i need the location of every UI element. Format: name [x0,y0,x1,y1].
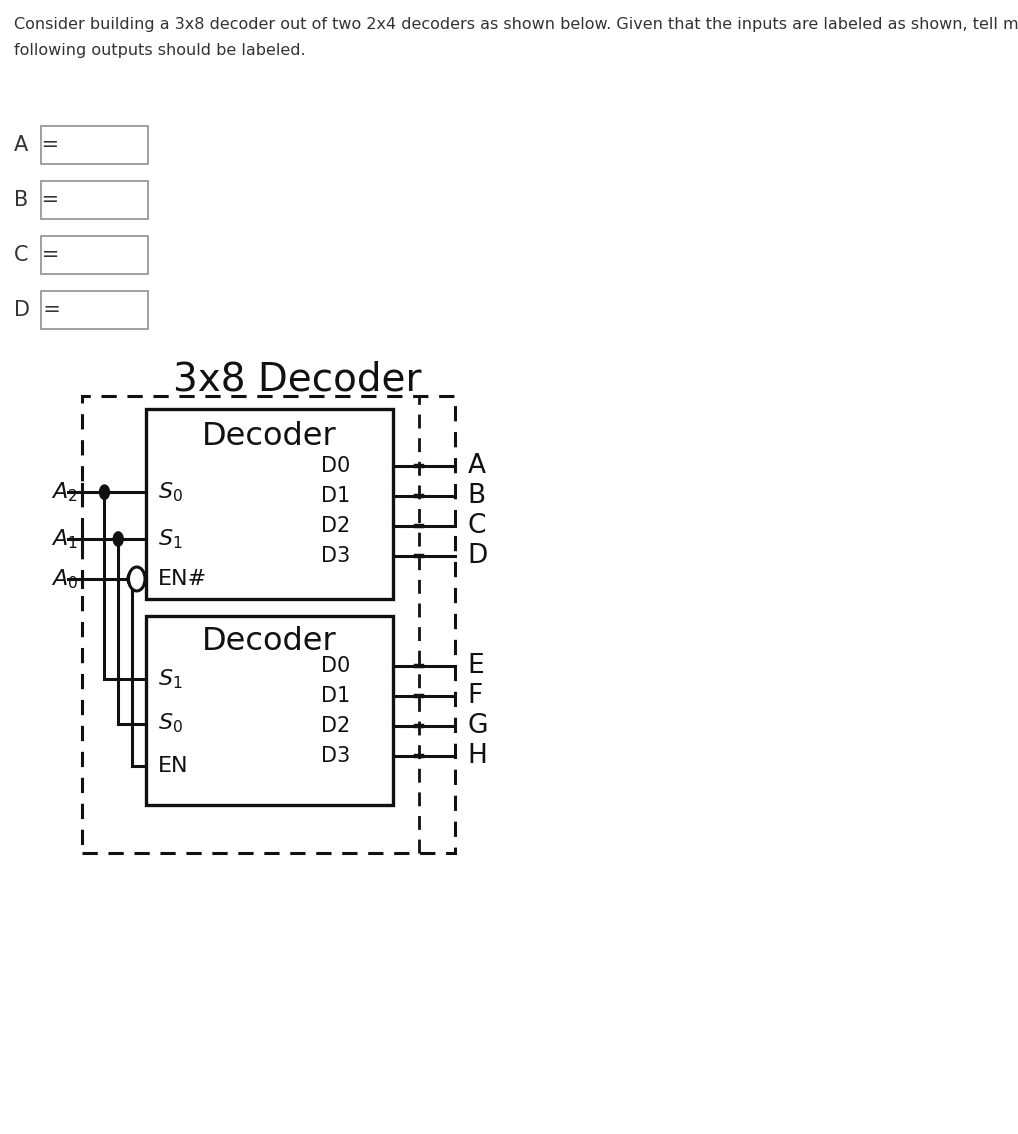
Text: Decoder: Decoder [202,421,337,451]
Text: D3: D3 [321,547,350,566]
Text: $A_2$: $A_2$ [51,481,77,503]
Bar [42,181,148,219]
Text: C  =: C = [14,245,59,264]
Circle shape [113,532,123,547]
Text: 3x8 Decoder: 3x8 Decoder [173,361,421,398]
Text: $S_0$: $S_0$ [158,481,183,503]
Bar [42,126,148,164]
Circle shape [100,485,109,499]
Text: D: D [467,543,488,569]
Text: $A_0$: $A_0$ [51,567,78,591]
Text: C: C [467,513,486,539]
Text: D1: D1 [321,486,350,506]
Text: H: H [467,743,488,769]
Text: B  =: B = [14,189,59,210]
Text: EN: EN [158,755,188,776]
Text: Decoder: Decoder [202,626,337,658]
Text: D3: D3 [321,745,350,765]
Text: B: B [467,483,486,509]
Text: D2: D2 [321,516,350,536]
Bar [146,409,393,599]
Text: D2: D2 [321,716,350,736]
Text: $S_0$: $S_0$ [158,712,183,736]
Text: A  =: A = [14,135,59,155]
Text: $S_1$: $S_1$ [158,667,182,691]
Text: following outputs should be labeled.: following outputs should be labeled. [14,43,305,58]
Bar [42,236,148,273]
Text: $S_1$: $S_1$ [158,527,182,551]
Text: EN#: EN# [158,569,208,589]
Text: Consider building a 3x8 decoder out of two 2x4 decoders as shown below. Given th: Consider building a 3x8 decoder out of t… [14,17,1018,33]
Circle shape [127,572,136,586]
Text: D  =: D = [14,299,61,320]
Circle shape [128,567,145,591]
Text: A: A [467,454,486,480]
Text: D1: D1 [321,686,350,705]
Text: E: E [467,653,484,679]
Bar [82,397,455,853]
Bar [146,616,393,805]
Text: $A_1$: $A_1$ [51,527,77,551]
Bar [42,290,148,329]
Text: D0: D0 [321,456,350,476]
Text: D0: D0 [321,655,350,676]
Text: F: F [467,683,483,709]
Text: G: G [467,712,488,738]
